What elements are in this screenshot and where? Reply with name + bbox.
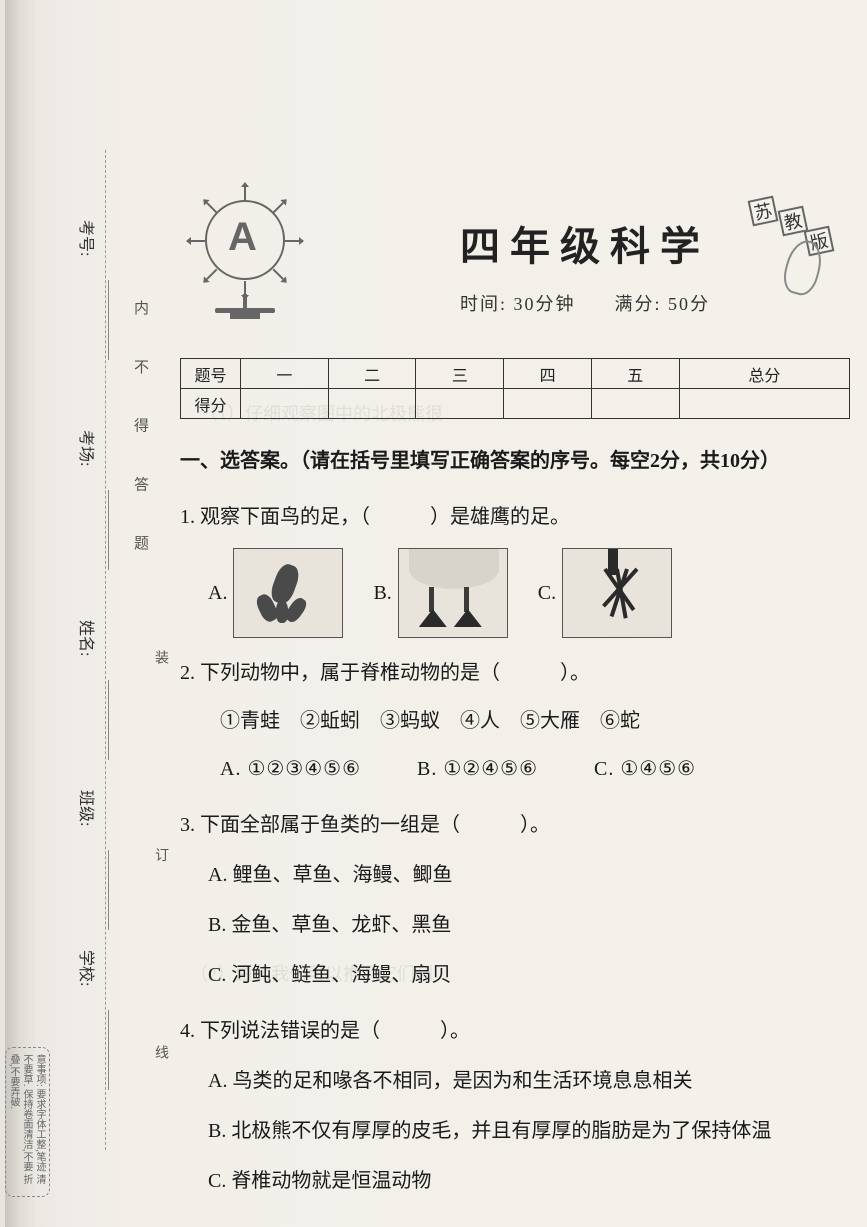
label-class: 班级: bbox=[76, 790, 100, 826]
paper-version-badge: A bbox=[190, 200, 300, 330]
opt-label: C. bbox=[538, 572, 556, 614]
score-cell[interactable] bbox=[591, 389, 679, 419]
binding-edge bbox=[5, 0, 35, 1227]
arrow-icon bbox=[285, 240, 299, 242]
line-school bbox=[108, 1010, 109, 1090]
bird-foot-eagle-image bbox=[233, 548, 343, 638]
bird-foot-chicken-image bbox=[562, 548, 672, 638]
label-exam-no: 考号: bbox=[76, 220, 100, 256]
th-col: 二 bbox=[328, 359, 416, 389]
q1-option-a[interactable]: A. bbox=[208, 548, 343, 638]
arrow-icon bbox=[244, 281, 246, 295]
q4-stem: 4. 下列说法错误的是（ ）。 bbox=[180, 1010, 850, 1052]
arrow-icon bbox=[273, 202, 284, 213]
score-cell[interactable] bbox=[679, 389, 849, 419]
opt-label: A. bbox=[208, 572, 227, 614]
line-room bbox=[108, 490, 109, 570]
q2-opt-b[interactable]: B. ①②④⑤⑥ bbox=[417, 758, 538, 780]
q1-stem: 1. 观察下面鸟的足，（ ）是雄鹰的足。 bbox=[180, 496, 850, 538]
badge-stand bbox=[215, 294, 275, 322]
th-col: 一 bbox=[241, 359, 329, 389]
bleed-through-text: （2）由此我们可以推测它们利 bbox=[190, 960, 433, 986]
opt-label: B. bbox=[373, 572, 391, 614]
q2-answers: A. ①②③④⑤⑥ B. ①②④⑤⑥ C. ①④⑤⑥ bbox=[180, 748, 850, 790]
th-col: 五 bbox=[591, 359, 679, 389]
header-row: A 四年级科学 时间: 30分钟 满分: 50分 苏 教 版 bbox=[190, 200, 850, 330]
label-room: 考场: bbox=[76, 430, 100, 466]
full-score-label: 满分: 50分 bbox=[615, 294, 711, 314]
side-info-column: 考号: 考场: 姓名: 班级: 学校: 内 不 得 答 题 装 订 线 bbox=[40, 180, 150, 1180]
th-label: 题号 bbox=[181, 359, 241, 389]
arrow-icon bbox=[244, 187, 246, 201]
q2-items: ①青蛙 ②蚯蚓 ③蚂蚁 ④人 ⑤大雁 ⑥蛇 bbox=[180, 700, 850, 742]
q3-opt-b[interactable]: B. 金鱼、草鱼、龙虾、黑鱼 bbox=[180, 904, 850, 946]
time-label: 时间: 30分钟 bbox=[460, 294, 576, 314]
exam-notice-box: 意事项: 要求字体工整,笔迹 清不要草. 保持卷面清洁,不要 折叠,不要弄破. bbox=[5, 1047, 50, 1197]
arrow-icon bbox=[273, 269, 284, 280]
q4-opt-b[interactable]: B. 北极熊不仅有厚厚的皮毛，并且有厚厚的脂肪是为了保持体温 bbox=[180, 1110, 850, 1152]
fold-dotted-line bbox=[105, 150, 106, 1150]
label-school: 学校: bbox=[76, 950, 100, 986]
line-class bbox=[108, 850, 109, 930]
bleed-through-text: （1）仔细观察图中的北极熊很 bbox=[200, 400, 443, 426]
q1-options: A. B. bbox=[180, 548, 850, 638]
q2-opt-a[interactable]: A. ①②③④⑤⑥ bbox=[220, 758, 361, 780]
seal-line-text: 装 订 线 bbox=[150, 650, 170, 1149]
content-area: 一、选答案。（请在括号里填写正确答案的序号。每空2分，共10分） 1. 观察下面… bbox=[180, 440, 850, 1202]
q1-option-c[interactable]: C. bbox=[538, 548, 672, 638]
q4-opt-a[interactable]: A. 鸟类的足和喙各不相同，是因为和生活环境息息相关 bbox=[180, 1060, 850, 1102]
score-cell[interactable] bbox=[504, 389, 592, 419]
q1-option-b[interactable]: B. bbox=[373, 548, 507, 638]
arrow-icon bbox=[206, 269, 217, 280]
question-1: 1. 观察下面鸟的足，（ ）是雄鹰的足。 A. B. bbox=[180, 496, 850, 638]
question-2: 2. 下列动物中，属于脊椎动物的是（ ）。 ①青蛙 ②蚯蚓 ③蚂蚁 ④人 ⑤大雁… bbox=[180, 652, 850, 790]
th-col: 四 bbox=[504, 359, 592, 389]
q3-stem: 3. 下面全部属于鱼类的一组是（ ）。 bbox=[180, 804, 850, 846]
question-4: 4. 下列说法错误的是（ ）。 A. 鸟类的足和喙各不相同，是因为和生活环境息息… bbox=[180, 1010, 850, 1202]
th-col: 总分 bbox=[679, 359, 849, 389]
bird-foot-duck-image bbox=[398, 548, 508, 638]
q3-opt-a[interactable]: A. 鲤鱼、草鱼、海鳗、鲫鱼 bbox=[180, 854, 850, 896]
q4-opt-c[interactable]: C. 脊椎动物就是恒温动物 bbox=[180, 1160, 850, 1202]
arrow-icon bbox=[206, 202, 217, 213]
q2-stem: 2. 下列动物中，属于脊椎动物的是（ ）。 bbox=[180, 652, 850, 694]
arrow-icon bbox=[191, 240, 205, 242]
line-name bbox=[108, 680, 109, 760]
label-name: 姓名: bbox=[76, 620, 100, 656]
section-1-heading: 一、选答案。（请在括号里填写正确答案的序号。每空2分，共10分） bbox=[180, 440, 850, 482]
edition-char-1: 苏 bbox=[748, 196, 779, 227]
seal-inner-text: 内 不 得 答 题 bbox=[130, 300, 151, 570]
th-col: 三 bbox=[416, 359, 504, 389]
table-row: 题号 一 二 三 四 五 总分 bbox=[181, 359, 850, 389]
line-exam-no bbox=[108, 280, 109, 360]
q2-opt-c[interactable]: C. ①④⑤⑥ bbox=[594, 758, 696, 780]
badge-letter: A bbox=[228, 215, 257, 260]
edition-badge: 苏 教 版 bbox=[750, 190, 840, 300]
